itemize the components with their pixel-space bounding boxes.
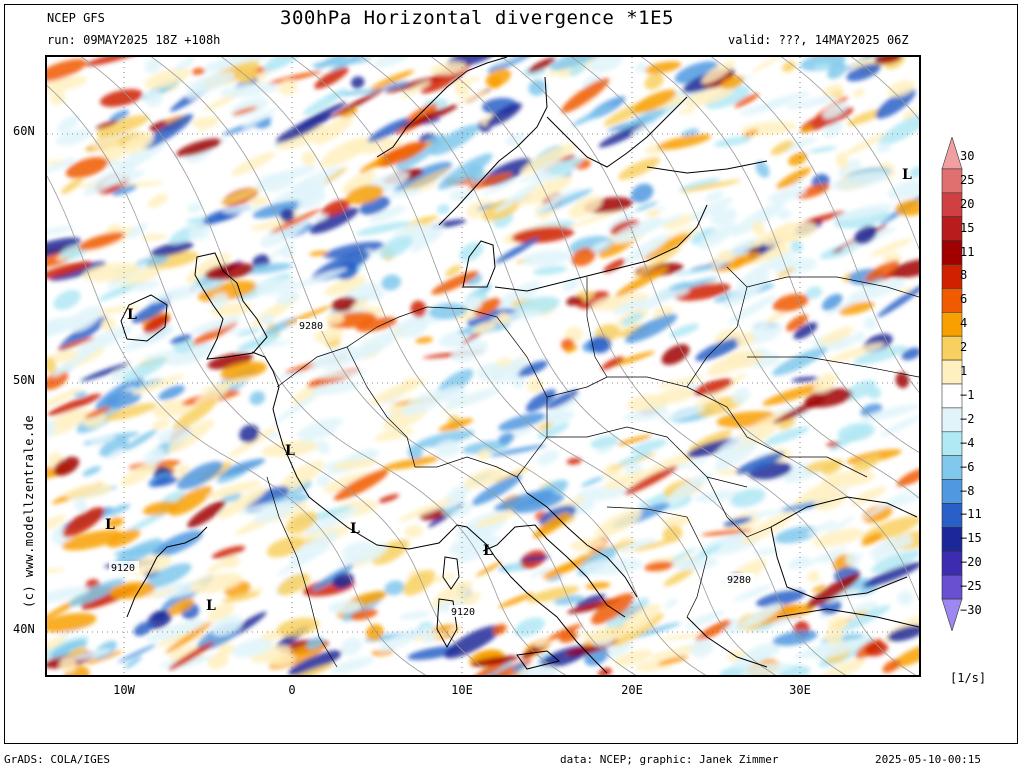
colorbar-swatch <box>941 479 963 504</box>
colorbar-level-label: −20 <box>960 555 982 570</box>
low-marker: L <box>206 598 216 614</box>
map-title: 300hPa Horizontal divergence *1E5 <box>280 7 674 29</box>
figure-frame <box>4 4 1018 744</box>
colorbar-level-label: −15 <box>960 531 982 546</box>
valid-time: valid: ???, 14MAY2025 06Z <box>728 33 909 47</box>
colorbar-level-label: 20 <box>960 196 975 211</box>
colorbar-level-label: −4 <box>960 435 975 450</box>
low-marker: L <box>350 521 360 537</box>
contour-label: 9280 <box>299 321 323 332</box>
colorbar-swatch <box>941 216 963 241</box>
contour-label: 9120 <box>451 607 475 618</box>
colorbar <box>940 137 1020 631</box>
colorbar-level-label: −2 <box>960 411 975 426</box>
lon-label-10e: 10E <box>451 683 473 697</box>
colorbar-swatch <box>941 407 963 433</box>
colorbar-swatch <box>941 574 963 600</box>
contour-label: 9280 <box>727 575 751 586</box>
contour-labels: 9280 9120 9280 9120 <box>109 319 755 618</box>
colorbar-level-label: 2 <box>960 340 968 355</box>
lon-label-10w: 10W <box>113 683 135 697</box>
geopotential-contours <box>47 57 919 675</box>
colorbar-level-label: 25 <box>960 172 975 187</box>
divergence-map: L L L L L L L 9280 9120 9280 9120 <box>45 55 921 677</box>
colorbar-level-label: −6 <box>960 459 975 474</box>
colorbar-swatch <box>941 503 963 528</box>
colorbar-level-label: 4 <box>960 316 968 331</box>
divergence-field <box>47 57 919 675</box>
map-canvas: L L L L L L L 9280 9120 9280 9120 <box>47 57 919 675</box>
colorbar-level-label: 8 <box>960 268 968 283</box>
colorbar-swatch <box>941 527 963 552</box>
colorbar-swatch <box>941 383 963 409</box>
colorbar-swatches <box>941 137 963 631</box>
colorbar-swatch <box>941 288 963 313</box>
colorbar-level-label: −30 <box>960 603 982 618</box>
contour-label: 9120 <box>111 563 135 574</box>
low-marker: L <box>483 543 493 559</box>
colorbar-level-label: 30 <box>960 148 975 163</box>
colorbar-level-label: 6 <box>960 292 968 307</box>
low-marker: L <box>902 167 912 183</box>
footer-software: GrADS: COLA/IGES <box>4 753 110 766</box>
colorbar-swatch <box>941 168 963 194</box>
colorbar-level-label: −25 <box>960 579 982 594</box>
watermark: (c) www.modellzentrale.de <box>22 414 36 608</box>
colorbar-level-label: 15 <box>960 220 975 235</box>
colorbar-level-label: −11 <box>960 507 982 522</box>
colorbar-swatch <box>941 598 963 631</box>
colorbar-level-label: 11 <box>960 244 975 259</box>
colorbar-level-label: 1 <box>960 364 968 379</box>
colorbar-swatch <box>941 359 963 385</box>
low-marker: L <box>127 307 137 323</box>
run-info: run: 09MAY2025 18Z +108h <box>47 33 221 47</box>
lon-label-20e: 20E <box>621 683 643 697</box>
low-marker: L <box>105 517 115 533</box>
lat-label-40n: 40N <box>13 622 35 636</box>
low-pressure-markers: L L L L L L L <box>105 167 912 614</box>
colorbar-units: [1/s] <box>950 671 987 685</box>
lat-label-50n: 50N <box>13 373 35 387</box>
footer-credits: data: NCEP; graphic: Janek Zimmer <box>560 753 779 766</box>
lat-label-60n: 60N <box>13 124 35 138</box>
colorbar-level-label: −1 <box>960 387 975 402</box>
colorbar-swatch <box>941 335 963 361</box>
colorbar-swatch <box>941 264 963 289</box>
colorbar-swatch <box>941 192 963 217</box>
colorbar-swatch <box>941 137 963 170</box>
low-marker: L <box>285 443 295 459</box>
model-name: NCEP GFS <box>47 11 105 25</box>
colorbar-swatch <box>941 455 963 480</box>
lon-label-0: 0 <box>288 683 296 697</box>
colorbar-swatch <box>941 312 963 337</box>
colorbar-swatch <box>941 550 963 576</box>
colorbar-level-label: −8 <box>960 483 975 498</box>
colorbar-swatch <box>941 431 963 456</box>
colorbar-swatch <box>941 240 963 265</box>
footer-timestamp: 2025-05-10-00:15 <box>875 753 981 766</box>
coastlines <box>120 57 919 674</box>
lon-label-30e: 30E <box>789 683 811 697</box>
country-borders <box>266 266 919 668</box>
